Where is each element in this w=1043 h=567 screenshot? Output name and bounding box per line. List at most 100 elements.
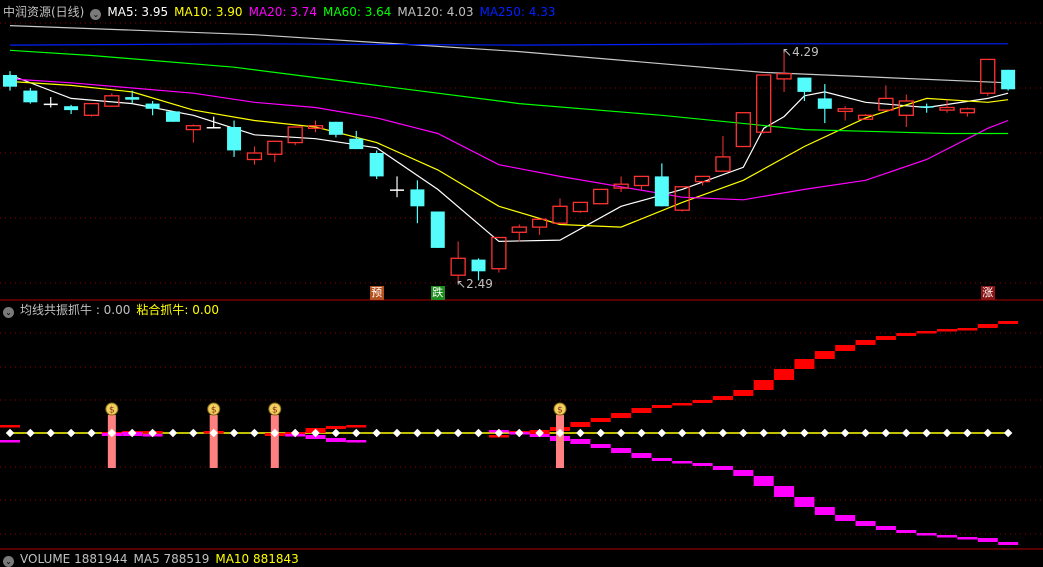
indicator-up-block [774, 369, 795, 380]
candle[interactable] [980, 58, 996, 96]
indicator-down-block [998, 542, 1019, 545]
indicator-dot [616, 428, 626, 438]
candle[interactable] [694, 175, 711, 186]
candle[interactable] [410, 180, 425, 224]
ma-line-ma60 [9, 49, 1009, 135]
indicator-up-block [611, 413, 632, 418]
candle[interactable] [654, 163, 669, 207]
candle[interactable] [430, 211, 445, 248]
candle[interactable] [797, 77, 812, 101]
indicator-dot [1003, 428, 1013, 438]
indicator-dot [453, 428, 463, 438]
candle[interactable] [674, 186, 690, 212]
indicator-dot [250, 428, 259, 438]
candle[interactable] [3, 71, 17, 91]
indicator-down-block [977, 538, 998, 542]
indicator-up-block [692, 400, 713, 403]
candle[interactable] [959, 107, 976, 117]
candle[interactable] [64, 104, 79, 114]
indicator-dot [576, 428, 585, 438]
candle[interactable] [390, 176, 405, 198]
indicator-dot [881, 428, 891, 438]
candle[interactable] [857, 114, 874, 120]
indicator-down-block [346, 440, 367, 443]
signal-marker: 预 [369, 286, 384, 300]
candle[interactable] [878, 85, 894, 111]
candle[interactable] [104, 93, 120, 107]
candle[interactable] [613, 176, 629, 192]
indicator-dot [902, 428, 911, 438]
indicator-dot [677, 428, 687, 438]
candle[interactable] [491, 236, 507, 273]
candle[interactable] [23, 88, 38, 104]
candle[interactable] [633, 175, 650, 190]
signal-marker: 跌 [430, 286, 445, 300]
candle[interactable] [165, 111, 180, 122]
indicator-dot [331, 428, 341, 438]
candle[interactable] [837, 106, 853, 121]
indicator-up-block [0, 425, 20, 428]
candle[interactable] [511, 224, 527, 242]
money-bag-icon [553, 402, 567, 416]
ma-legend-0: MA5: 3.95 [107, 5, 169, 19]
indicator-down-block [814, 507, 835, 515]
indicator-up-block [896, 333, 917, 336]
candle[interactable] [125, 90, 140, 104]
indicator-down-block [896, 530, 917, 533]
candle[interactable] [227, 120, 242, 157]
candle[interactable] [572, 201, 589, 213]
indicator-dot [168, 428, 178, 438]
candle[interactable] [715, 136, 731, 172]
volume-label: VOLUME 1881944 [20, 552, 128, 566]
indicator-dot [46, 428, 55, 438]
candle[interactable] [145, 101, 160, 116]
candle[interactable] [43, 97, 58, 108]
candle[interactable] [83, 102, 100, 117]
candle[interactable] [817, 84, 832, 124]
volume-ma5: MA5 788519 [133, 552, 210, 566]
price-panel-header: 中润资源(日线) ⌄ MA5: 3.95 MA10: 3.90 MA20: 3.74 MA… [3, 4, 568, 20]
indicator-down-block [733, 470, 754, 476]
candle[interactable] [593, 188, 609, 205]
candle[interactable] [552, 198, 568, 224]
candle[interactable] [267, 140, 283, 163]
chevron-down-icon[interactable]: ⌄ [3, 556, 14, 567]
candle[interactable] [307, 120, 324, 133]
candle[interactable] [919, 103, 934, 113]
candle[interactable] [1001, 69, 1016, 91]
candle[interactable] [939, 99, 955, 113]
candle[interactable] [287, 126, 303, 146]
indicator-dot [107, 428, 117, 438]
ma-line-ma120 [9, 25, 1009, 84]
candle[interactable] [735, 112, 751, 148]
candle[interactable] [369, 150, 384, 179]
candle[interactable] [471, 258, 486, 281]
indicator-dot [861, 428, 870, 438]
money-bag-icon-glyph: $ [109, 406, 115, 416]
candle[interactable] [898, 94, 914, 128]
indicator-dot [963, 428, 972, 438]
candle[interactable] [246, 146, 263, 165]
indicator-down-block [0, 440, 20, 443]
indicator-dot [474, 428, 483, 438]
chevron-down-icon[interactable]: ⌄ [90, 9, 102, 20]
candle[interactable] [328, 121, 343, 138]
indicator-dot [820, 428, 830, 438]
candle[interactable] [206, 116, 221, 129]
indicator-up-block [814, 351, 835, 359]
indicator-dot [433, 428, 443, 438]
candle[interactable] [756, 74, 772, 134]
candle[interactable] [450, 241, 466, 283]
indicator-dot [759, 428, 768, 438]
candle[interactable] [776, 49, 792, 92]
signal-bar [270, 415, 279, 468]
candle[interactable] [349, 130, 364, 150]
indicator-up-block [651, 405, 672, 408]
indicator-down-block [957, 537, 978, 540]
chevron-down-icon[interactable]: ⌄ [3, 307, 14, 318]
candle[interactable] [531, 218, 548, 235]
indicator-up-block [957, 328, 978, 331]
candle[interactable] [185, 124, 201, 143]
indicator-up-block [590, 418, 611, 422]
